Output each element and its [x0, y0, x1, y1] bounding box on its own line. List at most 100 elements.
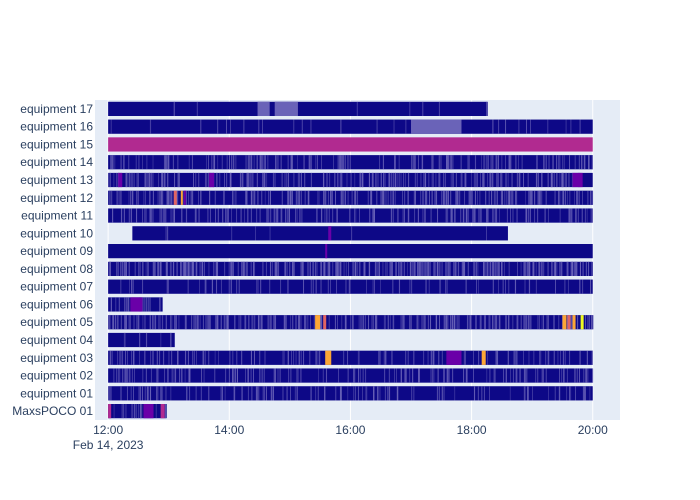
timeline-tick — [392, 315, 394, 330]
timeline-tick — [171, 350, 173, 365]
timeline-tick — [345, 279, 347, 294]
timeline-tick — [439, 155, 441, 170]
timeline-tick — [372, 279, 374, 294]
timeline-tick — [414, 155, 415, 170]
timeline-tick — [486, 226, 488, 241]
timeline-tick — [273, 208, 275, 223]
timeline-tick — [533, 261, 535, 276]
timeline-tick — [152, 155, 154, 170]
timeline-tick — [391, 261, 393, 276]
timeline-tick — [438, 155, 440, 170]
timeline-tick — [346, 172, 348, 188]
timeline-tick — [411, 155, 413, 170]
timeline-tick — [534, 208, 536, 223]
timeline-tick — [582, 386, 584, 401]
timeline-tick — [163, 208, 164, 223]
timeline-tick — [337, 315, 338, 330]
timeline-tick — [137, 404, 139, 419]
timeline-tick — [186, 261, 188, 276]
timeline-tick — [476, 279, 478, 294]
timeline-bar — [108, 386, 593, 401]
timeline-tick — [288, 208, 290, 223]
timeline-tick — [465, 368, 467, 383]
timeline-tick — [439, 261, 441, 276]
timeline-tick — [257, 190, 259, 205]
timeline-tick — [194, 315, 196, 330]
timeline-tick — [355, 261, 357, 276]
timeline-tick — [414, 190, 416, 205]
timeline-tick — [293, 172, 295, 188]
timeline-tick — [131, 279, 132, 294]
timeline-tick — [435, 172, 437, 188]
y-tick-label: equipment 06 — [20, 297, 93, 311]
timeline-tick — [145, 368, 147, 383]
timeline-tick — [584, 155, 586, 170]
timeline-tick — [142, 386, 143, 401]
timeline-tick — [447, 190, 449, 205]
timeline-tick — [498, 315, 500, 330]
timeline-tick — [261, 155, 263, 170]
timeline-tick — [307, 190, 309, 205]
timeline-tick — [488, 315, 490, 330]
timeline-tick — [388, 172, 390, 188]
timeline-tick — [205, 279, 207, 294]
timeline-tick — [125, 315, 128, 330]
timeline-tick — [349, 208, 351, 223]
timeline-tick — [234, 315, 236, 330]
timeline-tick — [261, 190, 263, 205]
timeline-segment — [572, 315, 576, 330]
timeline-tick — [266, 208, 268, 223]
timeline-tick — [541, 315, 543, 330]
timeline-segment — [411, 119, 462, 134]
timeline-tick — [449, 155, 451, 170]
timeline-tick — [320, 279, 322, 294]
timeline-tick — [511, 172, 513, 188]
timeline-tick — [345, 315, 346, 330]
timeline-tick — [193, 261, 195, 276]
timeline-tick — [290, 190, 292, 205]
timeline-tick — [528, 386, 529, 401]
timeline-tick — [475, 315, 477, 330]
timeline-tick — [517, 261, 518, 276]
timeline-tick — [587, 261, 590, 276]
timeline-tick — [198, 208, 200, 223]
timeline-tick — [557, 350, 559, 365]
timeline-tick — [285, 315, 287, 330]
timeline-tick — [130, 172, 132, 188]
timeline-tick — [507, 350, 509, 365]
timeline-tick — [300, 190, 302, 205]
timeline-tick — [530, 119, 531, 134]
timeline-tick — [229, 350, 231, 365]
timeline-tick — [131, 404, 133, 419]
timeline-tick — [226, 315, 228, 330]
timeline-tick — [569, 155, 571, 170]
timeline-tick — [579, 279, 581, 294]
timeline-tick — [516, 172, 518, 188]
timeline-tick — [481, 315, 482, 330]
timeline-tick — [129, 279, 130, 294]
timeline-tick — [324, 190, 326, 205]
timeline-tick — [414, 261, 416, 276]
timeline-tick — [566, 386, 568, 401]
timeline-tick — [132, 172, 134, 188]
timeline-tick — [230, 279, 232, 294]
timeline-tick — [376, 119, 378, 134]
timeline-tick — [582, 261, 584, 276]
timeline-tick — [256, 208, 258, 223]
timeline-tick — [114, 155, 116, 170]
y-tick-label: equipment 01 — [20, 386, 93, 400]
timeline-tick — [507, 190, 509, 205]
timeline-tick — [407, 261, 408, 276]
timeline-tick — [378, 350, 380, 365]
timeline-tick — [413, 386, 415, 401]
timeline-tick — [145, 172, 147, 188]
timeline-tick — [586, 208, 588, 223]
timeline-tick — [513, 350, 515, 365]
timeline-segment — [118, 172, 123, 188]
timeline-tick — [195, 386, 197, 401]
timeline-tick — [469, 190, 471, 205]
timeline-tick — [221, 155, 223, 170]
timeline-tick — [552, 172, 553, 188]
timeline-tick — [228, 208, 229, 223]
